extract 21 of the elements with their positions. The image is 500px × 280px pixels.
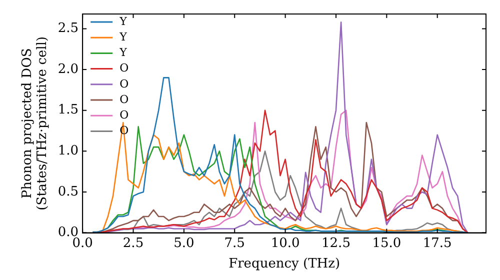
legend-label: O — [120, 77, 129, 90]
y-tick-label: 0.5 — [58, 184, 79, 200]
y-axis-title: Phonon projected DOS (States/THz·primitive cell) — [20, 36, 50, 210]
y-tick-label: 2.0 — [58, 62, 79, 77]
legend-label: Y — [118, 14, 128, 28]
legend-label: O — [120, 62, 129, 75]
y-tick-label: 1.5 — [58, 102, 79, 118]
x-tick-label: 10.0 — [270, 236, 300, 251]
x-tick-label: 5.0 — [174, 236, 194, 251]
legend-label: Y — [118, 30, 128, 44]
x-tick-label: 7.5 — [224, 236, 245, 251]
legend-label: Y — [118, 46, 128, 60]
x-tick-label: 2.5 — [122, 236, 144, 251]
x-axis-title: Frequency (THz) — [228, 256, 340, 272]
legend-label: O — [120, 108, 129, 122]
legend-label: O — [120, 92, 129, 106]
x-tick-label: 12.5 — [322, 236, 350, 251]
x-tick-label: 15.0 — [372, 236, 402, 251]
x-tick-label: 17.5 — [422, 236, 452, 251]
y-tick-label: 2.5 — [58, 21, 79, 36]
y-tick-label: 1.0 — [58, 144, 79, 159]
